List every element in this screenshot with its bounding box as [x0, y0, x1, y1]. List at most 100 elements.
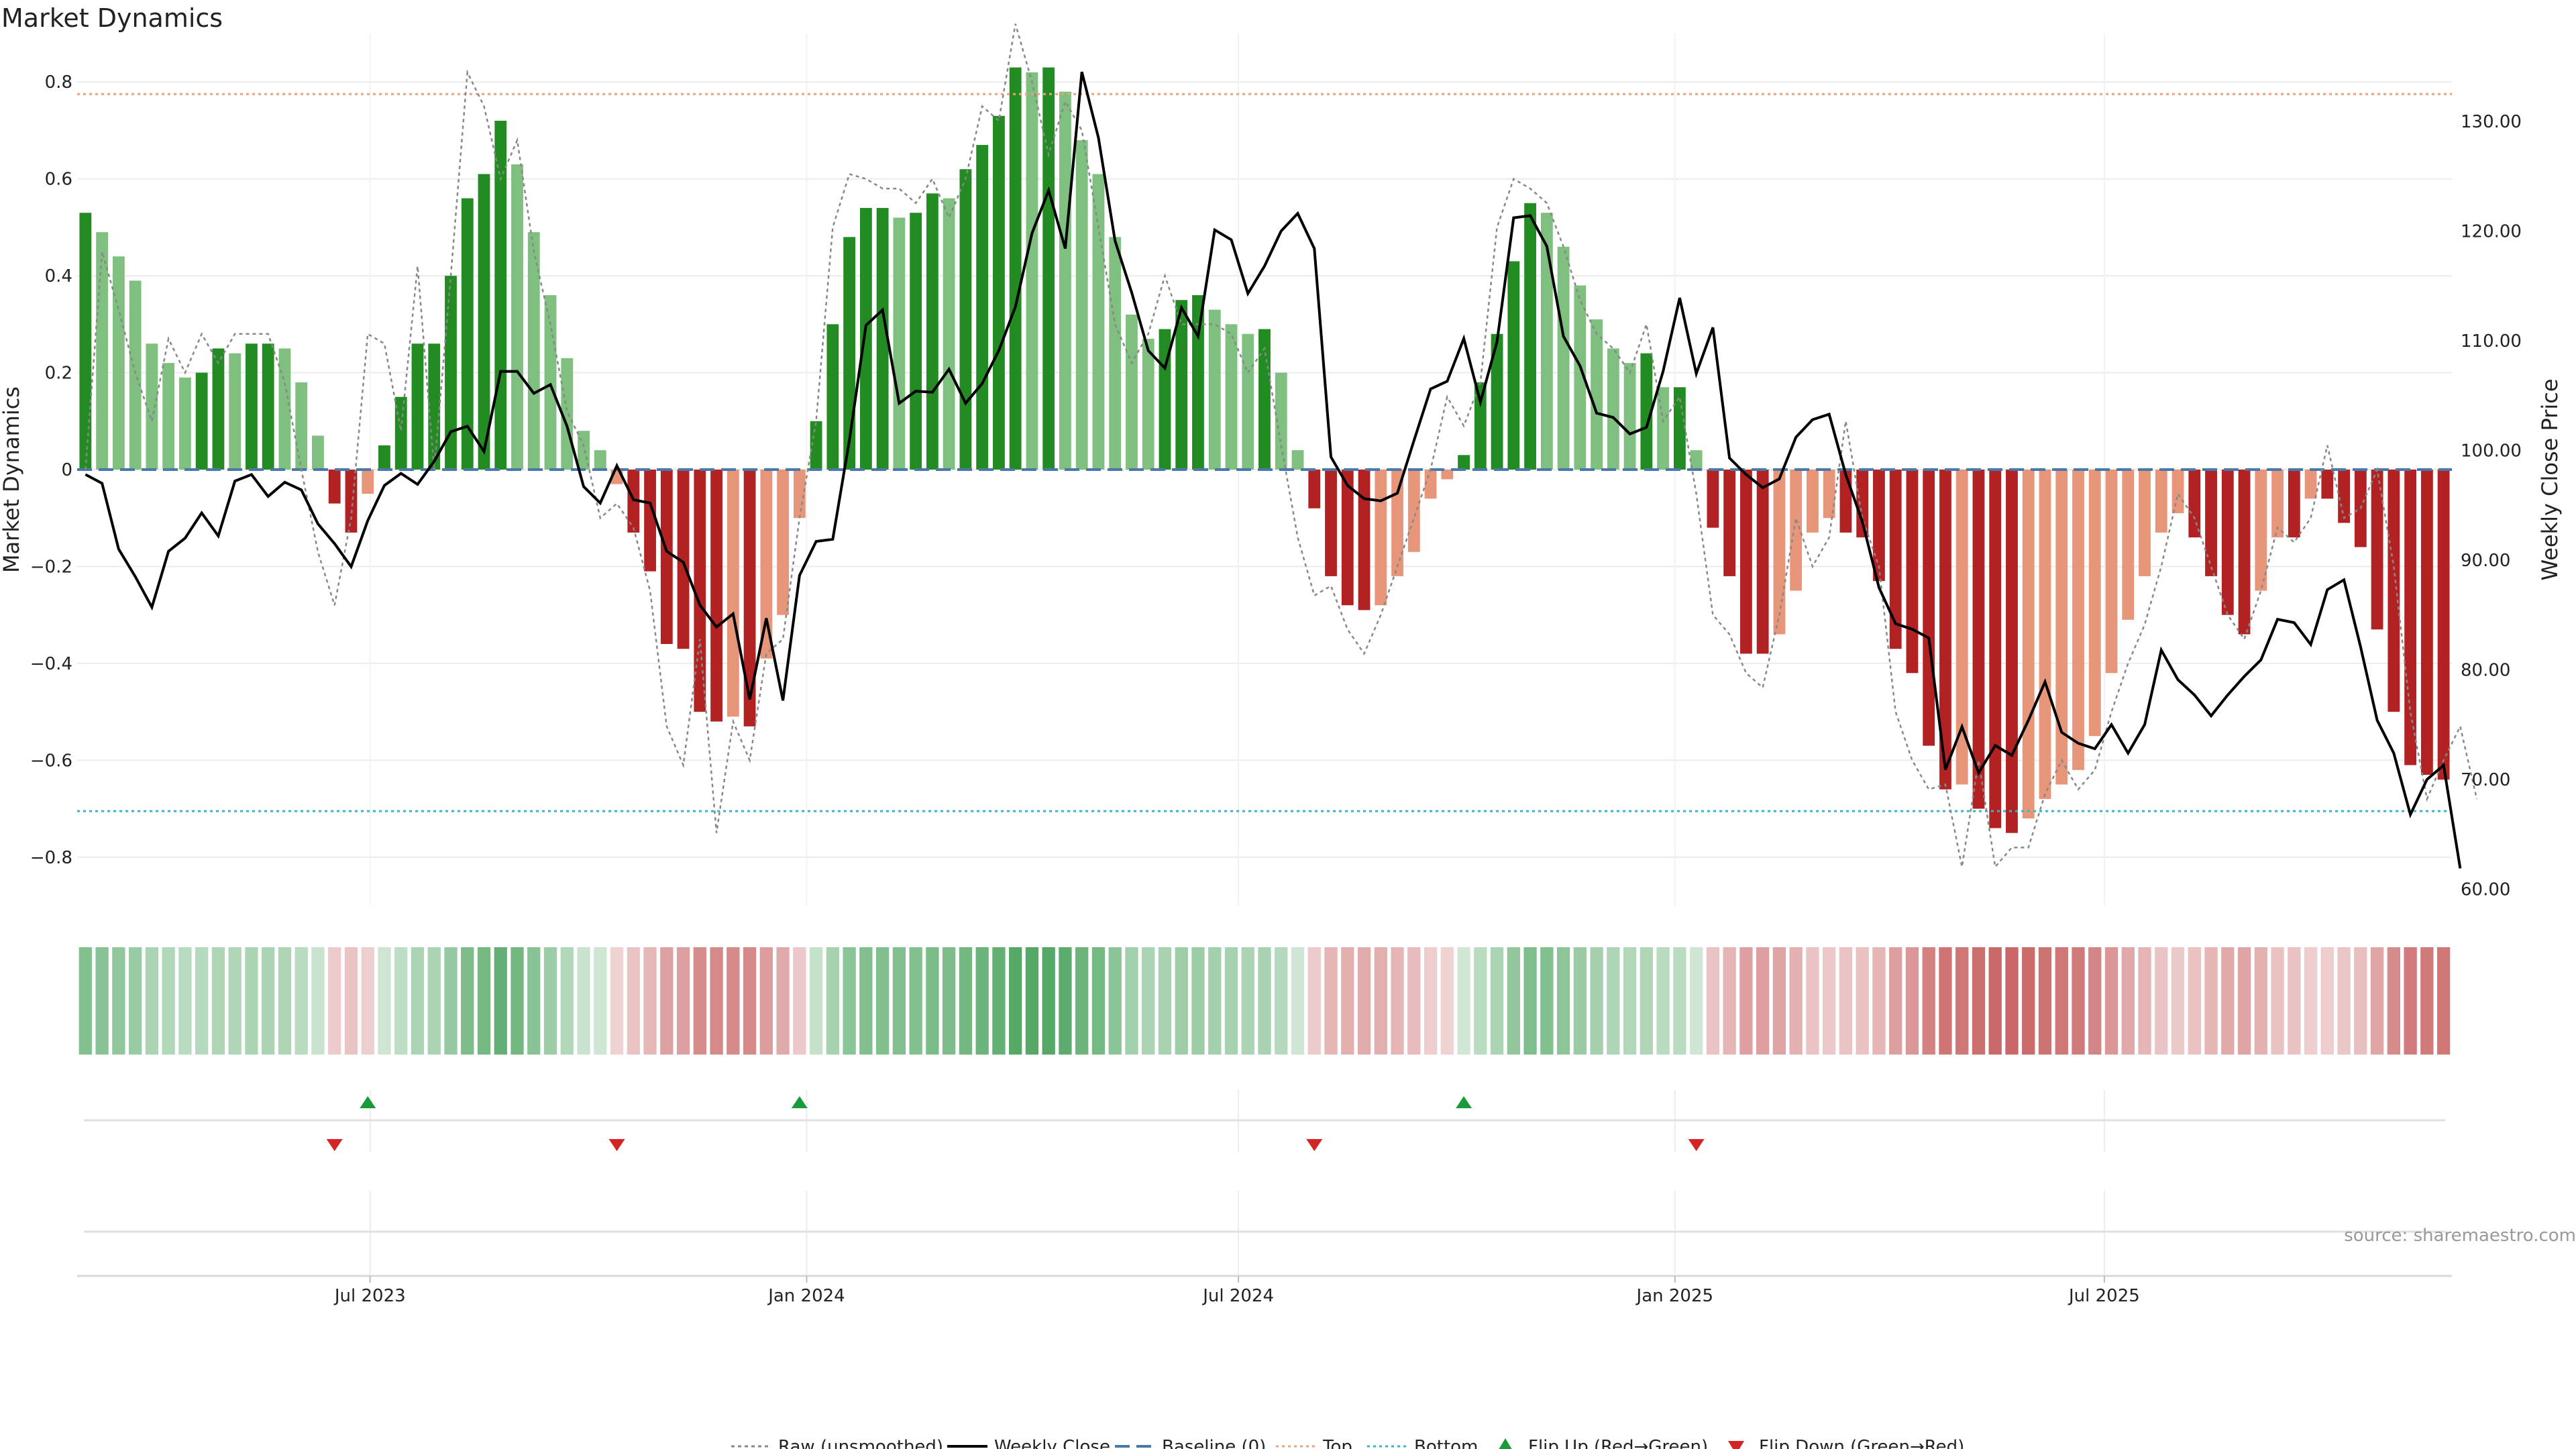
- bar: [1823, 470, 1835, 519]
- flip-down-marker: [608, 1139, 625, 1151]
- bar: [2022, 470, 2035, 818]
- bar: [1026, 72, 1038, 470]
- bar: [1407, 470, 1420, 552]
- regime-cell: [2155, 947, 2168, 1055]
- regime-cell: [2138, 947, 2151, 1055]
- regime-cell: [328, 947, 341, 1055]
- right-y-tick-label: 120.00: [2461, 221, 2522, 241]
- bar: [993, 115, 1005, 470]
- bar: [2288, 470, 2300, 538]
- regime-cell: [2088, 947, 2102, 1055]
- left-y-axis-title: Market Dynamics: [0, 386, 24, 573]
- regime-strip: [78, 947, 2451, 1055]
- bar: [79, 213, 92, 470]
- flip-down-marker: [1306, 1139, 1323, 1151]
- bar: [1574, 285, 1587, 470]
- bar: [2155, 470, 2167, 533]
- bar: [2039, 470, 2051, 800]
- bar: [2304, 470, 2317, 499]
- bar: [1790, 470, 1803, 591]
- regime-cell: [826, 947, 840, 1055]
- regime-cell: [2420, 947, 2434, 1055]
- regime-cell: [1955, 947, 1969, 1055]
- regime-cell: [1673, 947, 1686, 1055]
- regime-cell: [2188, 947, 2201, 1055]
- regime-cell: [128, 947, 142, 1055]
- bar: [428, 343, 441, 470]
- regime-cell: [992, 947, 1006, 1055]
- flip-down-marker: [1688, 1139, 1705, 1151]
- bar: [1375, 470, 1387, 606]
- regime-cell: [361, 947, 374, 1055]
- bar: [2171, 470, 2184, 513]
- bar: [1175, 300, 1188, 470]
- x-tick-label: Jul 2023: [333, 1286, 406, 1306]
- bar: [2321, 470, 2334, 499]
- regime-cell: [1374, 947, 1387, 1055]
- regime-cell: [2387, 947, 2401, 1055]
- bar: [162, 363, 175, 470]
- bar: [378, 445, 390, 470]
- regime-cell: [1656, 947, 1670, 1055]
- bar: [1640, 353, 1653, 470]
- regime-cell: [942, 947, 956, 1055]
- regime-cell: [1523, 947, 1537, 1055]
- bar: [1623, 363, 1636, 470]
- bar: [229, 353, 241, 470]
- regime-cell: [793, 947, 806, 1055]
- regime-cell: [1972, 947, 1986, 1055]
- legend-flip-down-marker: [1728, 1441, 1744, 1449]
- bar: [2371, 470, 2383, 630]
- left-y-tick-label: 0.8: [45, 72, 72, 93]
- regime-cell: [693, 947, 706, 1055]
- regime-cell: [676, 947, 690, 1055]
- regime-cell: [1391, 947, 1404, 1055]
- regime-cell: [2271, 947, 2284, 1055]
- regime-cell: [1091, 947, 1106, 1055]
- bar: [1524, 203, 1536, 470]
- regime-cell: [909, 947, 922, 1055]
- regime-cell: [112, 947, 125, 1055]
- bar: [760, 470, 773, 659]
- legend-bottom-label: Bottom: [1414, 1437, 1478, 1449]
- regime-cell: [594, 947, 607, 1055]
- flip-down-marker: [326, 1139, 343, 1151]
- regime-cell: [1258, 947, 1271, 1055]
- regime-cell: [195, 947, 209, 1055]
- bar: [461, 198, 474, 470]
- bar: [2122, 470, 2135, 620]
- bar: [328, 470, 341, 504]
- regime-cell: [2072, 947, 2085, 1055]
- right-y-tick-label: 70.00: [2461, 770, 2510, 790]
- bar: [1192, 295, 1204, 470]
- regime-cell: [477, 947, 491, 1055]
- regime-cell: [2171, 947, 2185, 1055]
- regime-cell: [1889, 947, 1902, 1055]
- bar: [943, 198, 955, 470]
- bar: [1109, 237, 1122, 470]
- raw-unsmoothed-line: [85, 23, 2478, 869]
- weekly-close-line: [85, 71, 2462, 869]
- right-y-tick-label: 110.00: [2461, 331, 2522, 352]
- legend: Raw (unsmoothed) Weekly Close Baseline (…: [731, 1437, 1964, 1449]
- bar: [1325, 470, 1337, 576]
- left-y-tick-label: 0.4: [45, 266, 72, 286]
- bar: [1391, 470, 1403, 576]
- bar: [1142, 339, 1155, 470]
- flip-up-marker: [791, 1096, 808, 1108]
- regime-cell: [1042, 947, 1055, 1055]
- bar: [146, 343, 158, 470]
- bar: [926, 193, 938, 470]
- bar: [1889, 470, 1902, 649]
- bar: [246, 343, 258, 470]
- bar: [1773, 470, 1786, 635]
- regime-cell: [926, 947, 939, 1055]
- regime-cell: [1224, 947, 1238, 1055]
- bar: [544, 295, 557, 470]
- regime-cell: [2337, 947, 2351, 1055]
- bar: [1856, 470, 1869, 538]
- bar: [594, 450, 606, 470]
- regime-cell: [1142, 947, 1155, 1055]
- regime-cell: [1772, 947, 1786, 1055]
- bar: [1258, 329, 1271, 470]
